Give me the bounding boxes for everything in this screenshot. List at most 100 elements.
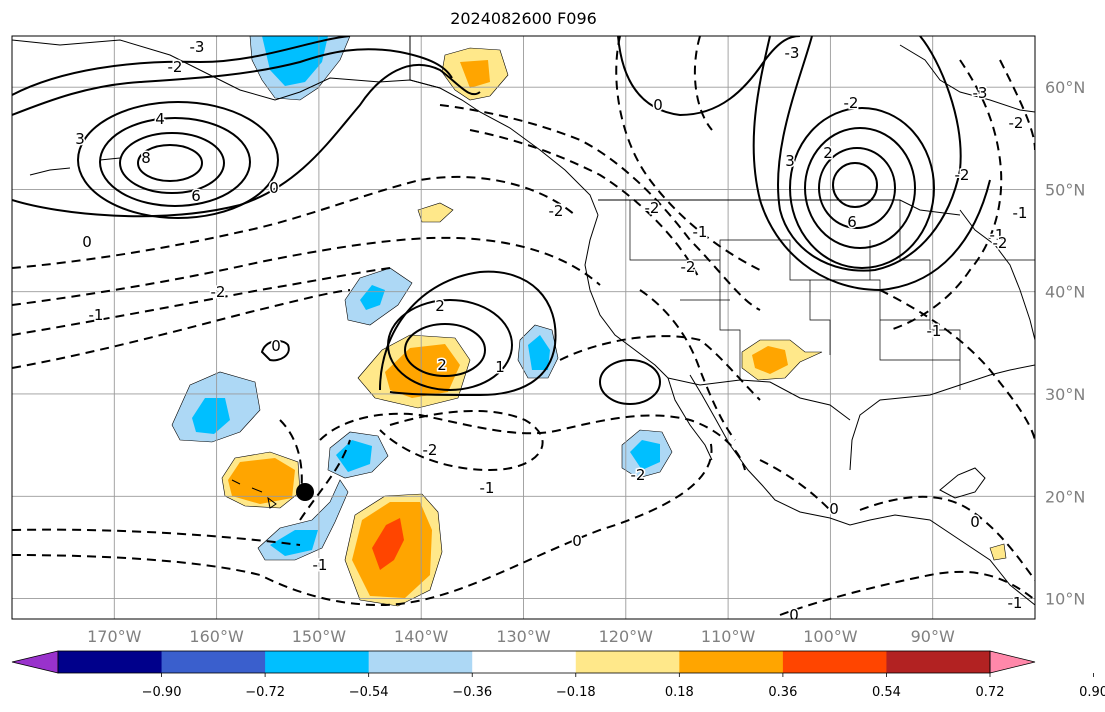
border-us-canada (598, 199, 961, 216)
colorbar-segment (575, 651, 680, 673)
contour-label: -1 (480, 479, 495, 497)
contour-label: 6 (847, 213, 857, 231)
colorbar-segment (886, 651, 991, 673)
colorbar-tick-label: 0.54 (872, 685, 901, 700)
contour-label: -3 (190, 38, 205, 56)
contour-label: -2 (168, 58, 183, 76)
coast-east (959, 209, 1035, 341)
island-aleutians (29, 157, 121, 176)
coastlines (12, 36, 1035, 606)
contour-label: 0 (271, 337, 281, 355)
contours-east-high (617, 36, 991, 292)
contour-label: -3 (973, 84, 988, 102)
map-area: -3 -2 -1 0 -2 -2 -1 -1 -2 -2 0 2 2 1 3 4… (12, 36, 1035, 624)
contour-label: 4 (155, 110, 165, 128)
colorbar-frame (57, 650, 991, 674)
shade-red-south (372, 518, 404, 570)
contour-label: -1 (313, 556, 328, 574)
shade-blue-west-core (192, 398, 230, 434)
state-borders (629, 200, 1035, 390)
lon-label: 160°W (189, 627, 244, 646)
colorbar-segment (472, 651, 577, 673)
contour-label: 2 (435, 297, 445, 315)
contours-west-high (12, 36, 481, 219)
lat-label: 60°N (1045, 78, 1085, 97)
shade-orange-sw-us (752, 346, 788, 374)
shade-blue-mid-1-core (360, 285, 385, 310)
lat-label: 50°N (1045, 180, 1085, 199)
contour-label: -2 (211, 283, 226, 301)
contour-label: 0 (653, 96, 663, 114)
contour-label: 0 (789, 606, 799, 624)
contour-label: 0 (572, 532, 582, 550)
colorbar-segment (782, 651, 887, 673)
map-frame (11, 35, 1036, 620)
station-marker (296, 483, 314, 501)
map-title: 2024082600 F096 (450, 9, 597, 28)
colorbar-extend-high (989, 650, 1036, 674)
colorbar-tick-label: −0.72 (245, 685, 285, 700)
colorbar-segment (58, 651, 163, 673)
shade-alaska-blue-core (262, 36, 328, 86)
colorbar-tick-label: −0.18 (556, 685, 596, 700)
colorbar-tick-label: 0.36 (768, 685, 797, 700)
colorbar-tick-label: 0.72 (976, 685, 1005, 700)
contour-label: -1 (89, 306, 104, 324)
contour-label: 1 (495, 358, 505, 376)
colorbar-extend-low (11, 650, 59, 674)
coast-us-west (584, 214, 669, 379)
contour-label: -1 (693, 223, 708, 241)
contour-label: -2 (955, 166, 970, 184)
contour-label: -2 (1009, 114, 1024, 132)
lon-label: 120°W (599, 627, 654, 646)
colorbar-tick-label: −0.54 (349, 685, 389, 700)
colorbar: −0.90 −0.72 −0.54 −0.36 −0.18 0.18 0.36 0.54 0.7… (11, 650, 1105, 700)
colorbar-tick-label: 0.90 (1079, 685, 1105, 700)
colorbar-tick-label: −0.90 (142, 685, 182, 700)
shade-orange-hawaii-core (228, 458, 295, 504)
border-us-mexico (667, 377, 851, 421)
shade-blue-sw-core (336, 440, 372, 472)
lon-label: 140°W (394, 627, 449, 646)
contour-label: -1 (1008, 594, 1023, 612)
contour-label: 0 (829, 500, 839, 518)
contour-label: -2 (423, 441, 438, 459)
island-hawaii (231, 479, 277, 509)
contours-negative (12, 36, 1035, 616)
contour-label: 0 (82, 233, 92, 251)
shade-blue-east-1-core (528, 335, 550, 370)
lat-axis-labels: 10°N 20°N 30°N 40°N 50°N 60°N (1045, 78, 1085, 608)
contour-label: -1 (990, 226, 1005, 244)
lon-label: 170°W (87, 627, 142, 646)
lon-label: 130°W (496, 627, 551, 646)
colorbar-segment (161, 651, 266, 673)
lat-label: 10°N (1045, 590, 1085, 609)
contour-label: 2 (437, 356, 447, 374)
shade-blue-mexico-core (630, 440, 660, 470)
contour-label: -2 (844, 94, 859, 112)
colorbar-tick-label: 0.18 (665, 685, 694, 700)
lon-label: 150°W (292, 627, 347, 646)
contour-label: -2 (631, 466, 646, 484)
contour-label: -1 (1013, 204, 1028, 222)
coast-baja (667, 374, 1035, 606)
contour-label: 3 (785, 152, 795, 170)
lon-label: 110°W (701, 627, 756, 646)
colorbar-tick-label: −0.36 (452, 685, 492, 700)
shade-small-yellow-cam (989, 543, 1007, 561)
lat-label: 20°N (1045, 487, 1085, 506)
shading-layer (171, 36, 1007, 607)
coast-yucatan (939, 467, 986, 499)
contour-label: 3 (75, 130, 85, 148)
colorbar-segment (368, 651, 473, 673)
contour-label: -2 (681, 258, 696, 276)
contours-central-high (260, 270, 661, 405)
contour-label-layer: -3 -2 -1 0 -2 -2 -1 -1 -2 -2 0 2 2 1 3 4… (74, 37, 1029, 624)
contour-label: 0 (970, 513, 980, 531)
lat-label: 40°N (1045, 283, 1085, 302)
coast-gulf (849, 364, 1035, 471)
lon-label: 100°W (803, 627, 858, 646)
contour-label: -1 (927, 322, 942, 340)
gridlines (12, 36, 1035, 619)
